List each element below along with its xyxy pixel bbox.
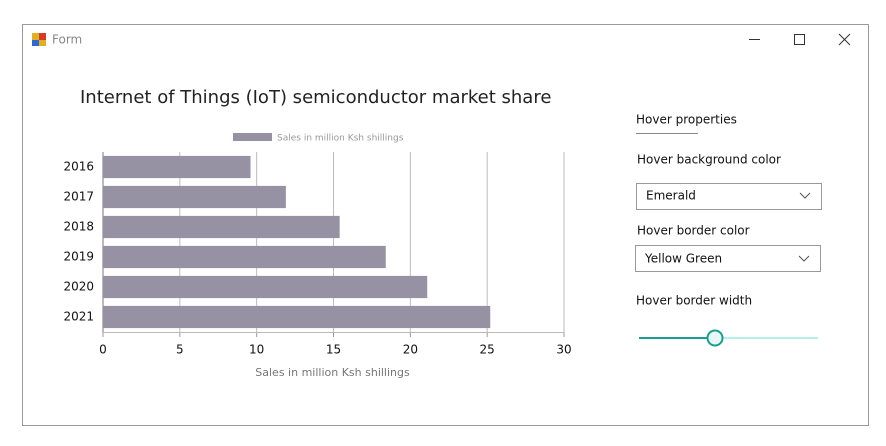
x-tick-label: 30 (556, 343, 571, 357)
border-width-slider[interactable] (639, 329, 818, 347)
dropdown-arrow[interactable] (799, 192, 811, 199)
y-tick-label: 2017 (63, 190, 94, 204)
background-combobox[interactable]: Emerald (636, 183, 822, 210)
label: Hover border color (637, 224, 750, 238)
combobox-value[interactable]: Yellow Green (644, 252, 722, 266)
bar (103, 275, 428, 299)
x-axis-label: Sales in million Ksh shillings (255, 366, 410, 379)
bar (103, 185, 286, 209)
app-icon (32, 33, 46, 46)
y-tick-label: 2021 (63, 310, 94, 324)
bar (103, 305, 491, 329)
legend-label: Sales in million Ksh shillings (277, 134, 404, 144)
x-tick-label: 10 (249, 343, 264, 357)
close-button[interactable] (838, 33, 851, 46)
y-tick-label: 2016 (63, 160, 94, 174)
x-tick-label: 20 (403, 343, 418, 357)
label: Hover background color (637, 153, 781, 167)
window-title: Form (52, 33, 82, 47)
slider-thumb[interactable] (706, 329, 724, 347)
border-combobox[interactable]: Yellow Green (635, 245, 821, 272)
y-tick-label: 2020 (63, 280, 94, 294)
combobox-frame[interactable] (636, 183, 822, 210)
dropdown-arrow[interactable] (798, 255, 810, 262)
panel-heading: Hover properties (636, 113, 737, 127)
x-tick-label: 5 (176, 343, 184, 357)
label: Hover border width (636, 294, 752, 308)
combobox-frame[interactable] (635, 245, 821, 272)
bar (103, 245, 386, 269)
combobox-value[interactable]: Emerald (646, 189, 696, 203)
x-tick-label: 25 (480, 343, 495, 357)
bar (103, 215, 340, 239)
x-tick-label: 0 (99, 343, 107, 357)
chart-title: Internet of Things (IoT) semiconductor m… (80, 87, 551, 108)
x-tick-label: 15 (326, 343, 341, 357)
y-tick-label: 2018 (63, 220, 94, 234)
bar (103, 155, 251, 179)
legend-swatch (233, 133, 272, 141)
y-tick-label: 2019 (63, 250, 94, 264)
maximize-button[interactable] (794, 34, 805, 45)
chart: 0 5 10 15 20 25 30 2016 2017 2018 2019 2020 2021 Sale… (63, 133, 572, 379)
